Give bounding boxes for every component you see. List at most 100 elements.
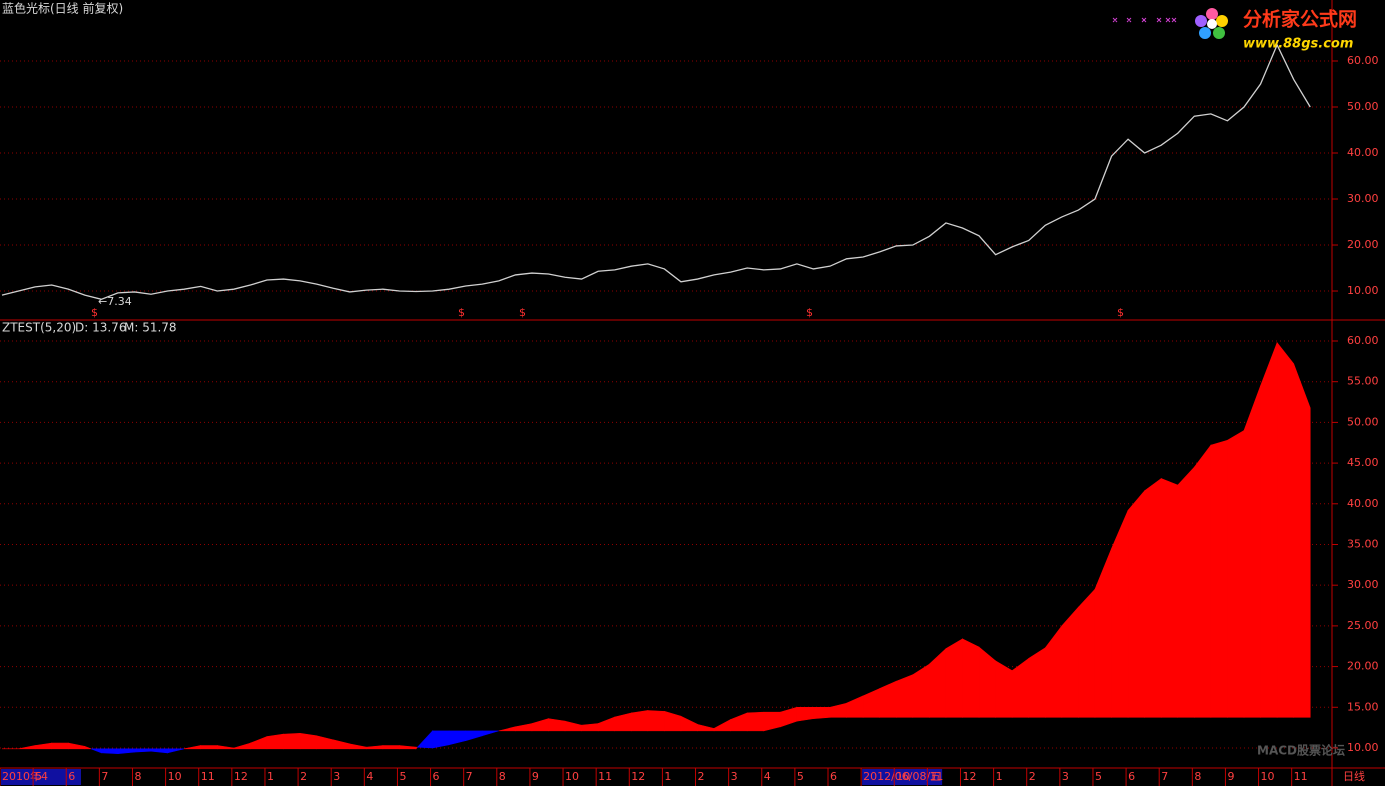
area-segment [233, 742, 251, 750]
y-tick-label: 10.00 [1347, 284, 1379, 297]
x-tick-label: 11 [598, 770, 612, 783]
x-tick-label: 7 [1161, 770, 1168, 783]
area-segment [250, 736, 268, 750]
area-segment [1160, 478, 1179, 718]
y-tick-label: 40.00 [1347, 497, 1379, 510]
area-segment [465, 730, 483, 742]
y-tick-label: 50.00 [1347, 100, 1379, 113]
area-segment [879, 680, 897, 718]
signal: $ [1117, 306, 1124, 319]
area-segment [1061, 606, 1079, 718]
area-segment [846, 695, 864, 718]
area-segment [18, 745, 36, 750]
x-tick-label: 2 [300, 770, 307, 783]
y-tick-label: 55.00 [1347, 375, 1379, 388]
watermark-name: 分析家公式网 [1243, 8, 1357, 31]
area-segment [1111, 510, 1129, 718]
area-segment [266, 733, 284, 750]
area-segment [796, 706, 814, 722]
area-segment [1094, 548, 1112, 718]
price-line [1, 43, 1311, 300]
signal: $ [91, 306, 98, 319]
y-tick-label: 30.00 [1347, 192, 1379, 205]
x-tick-label: 3 [333, 770, 340, 783]
area-segment [564, 720, 582, 732]
x-tick-label: 7 [466, 770, 473, 783]
y-tick-label: 10.00 [1347, 741, 1379, 754]
area-segment [515, 723, 533, 732]
x-tick-label: 4 [764, 770, 771, 783]
area-segment [366, 745, 384, 750]
area-segment [581, 723, 599, 732]
area-segment [316, 735, 334, 750]
area-segment [1227, 430, 1245, 718]
logo-flower [1195, 8, 1228, 39]
area-segment [531, 718, 549, 732]
area-segment [134, 748, 152, 753]
area-segment [150, 748, 168, 754]
x-tick-label: 2012/06/08/五 [863, 770, 941, 783]
area-segment [416, 730, 433, 749]
cursor-date-box [862, 769, 943, 785]
signal: $ [519, 306, 526, 319]
area-segment [895, 674, 914, 718]
chart-title: 蓝色光标(日线 前复权) [2, 1, 123, 16]
area-segment [597, 716, 616, 732]
area-segment [548, 718, 566, 732]
area-segment [614, 712, 632, 732]
area-segment [1276, 341, 1294, 718]
y-tick-label: 20.00 [1347, 660, 1379, 673]
x-tick-label: 12 [631, 770, 645, 783]
area-segment [829, 702, 847, 718]
signal: $ [458, 306, 465, 319]
area-segment [498, 726, 516, 732]
area-segment [1260, 342, 1278, 718]
area-segment [349, 743, 367, 750]
x-tick-label: 4 [366, 770, 373, 783]
indicator-label: D: 13.76 [75, 321, 126, 335]
x-tick-label: 5 [35, 770, 42, 783]
area-segment [216, 745, 235, 750]
x-tick-label: 12 [962, 770, 976, 783]
area-segment [117, 748, 135, 755]
area-segment [780, 706, 798, 728]
area-segment [680, 715, 698, 732]
x-tick-label: 6 [1128, 770, 1135, 783]
x-tick-label: 8 [499, 770, 506, 783]
x-tick-label: 8 [134, 770, 141, 783]
area-segment [962, 638, 980, 718]
x-tick-label: 9 [1227, 770, 1234, 783]
area-segment [912, 663, 930, 718]
x-tick-label: 7 [101, 770, 108, 783]
area-segment [415, 746, 419, 750]
x-tick-label: 10 [896, 770, 910, 783]
area-segment [51, 742, 69, 750]
area-segment [399, 745, 417, 750]
area-segment [1243, 385, 1261, 718]
area-segment [630, 710, 649, 732]
area-segment [1078, 588, 1096, 718]
area-segment [283, 733, 301, 750]
y-tick-label: 30.00 [1347, 578, 1379, 591]
x-tick-label: 11 [929, 770, 943, 783]
y-tick-label: 50.00 [1347, 415, 1379, 428]
x-tick-label: 12 [234, 770, 248, 783]
x-tick-label: 6 [830, 770, 837, 783]
area-segment [101, 748, 119, 754]
x-tick-label: 10 [565, 770, 579, 783]
x-tick-label: 2010年4 [2, 769, 48, 783]
watermark-url: www.88gs.com [1243, 37, 1353, 52]
indicator-label: M: 51.78 [124, 321, 177, 335]
x-tick-label: 2 [1029, 770, 1036, 783]
x-tick-label: 1 [996, 770, 1003, 783]
area-segment [978, 646, 996, 718]
x-tick-label: 1 [267, 770, 274, 783]
area-segment [862, 688, 880, 718]
area-segment [664, 710, 682, 732]
x-tick-label: 2 [698, 770, 705, 783]
area-segment [1044, 624, 1063, 718]
area-segment [763, 711, 781, 732]
area-segment [1011, 657, 1030, 718]
area-segment [730, 712, 748, 732]
area-segment [1210, 439, 1228, 718]
